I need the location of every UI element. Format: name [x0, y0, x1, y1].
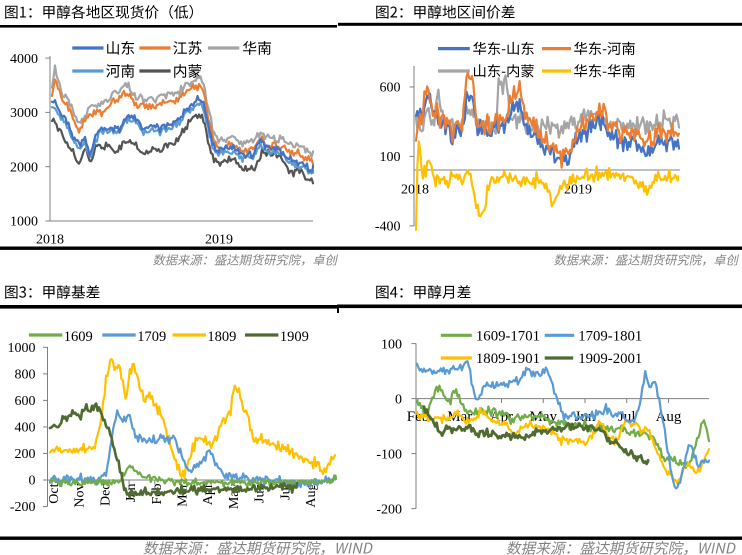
svg-text:Aug: Aug — [304, 484, 319, 508]
svg-text:1909-2001: 1909-2001 — [578, 351, 642, 367]
svg-text:Nov: Nov — [73, 484, 88, 508]
svg-text:2019: 2019 — [205, 233, 233, 248]
svg-text:Dec: Dec — [98, 484, 113, 507]
svg-text:2018: 2018 — [36, 233, 64, 248]
svg-text:800: 800 — [15, 368, 36, 383]
svg-text:1609: 1609 — [64, 329, 93, 345]
svg-text:0: 0 — [29, 474, 36, 489]
svg-text:2018: 2018 — [401, 183, 429, 198]
svg-text:4000: 4000 — [10, 52, 38, 67]
svg-text:-400: -400 — [375, 220, 401, 235]
svg-text:2019: 2019 — [564, 183, 592, 198]
svg-text:1809-1901: 1809-1901 — [476, 351, 540, 367]
svg-text:400: 400 — [15, 421, 36, 436]
svg-text:Aug: Aug — [656, 409, 682, 425]
svg-text:-200: -200 — [10, 500, 36, 515]
svg-text:2000: 2000 — [10, 160, 38, 175]
svg-text:3000: 3000 — [10, 106, 38, 121]
svg-text:-100: -100 — [376, 447, 402, 462]
svg-text:600: 600 — [15, 394, 36, 409]
svg-text:0: 0 — [395, 392, 402, 407]
svg-text:1000: 1000 — [8, 341, 36, 356]
svg-text:100: 100 — [380, 150, 401, 165]
svg-text:1000: 1000 — [10, 215, 38, 230]
svg-text:600: 600 — [380, 81, 401, 96]
svg-text:200: 200 — [15, 447, 36, 462]
svg-text:100: 100 — [381, 337, 402, 352]
svg-text:-200: -200 — [376, 502, 402, 517]
svg-text:1609-1701: 1609-1701 — [476, 328, 540, 344]
svg-text:1909: 1909 — [280, 329, 309, 345]
svg-text:1809: 1809 — [207, 329, 236, 345]
svg-text:Jul: Jul — [618, 409, 636, 425]
svg-text:1709-1801: 1709-1801 — [578, 328, 642, 344]
svg-text:1709: 1709 — [137, 329, 166, 345]
svg-text:Oct: Oct — [47, 483, 62, 503]
